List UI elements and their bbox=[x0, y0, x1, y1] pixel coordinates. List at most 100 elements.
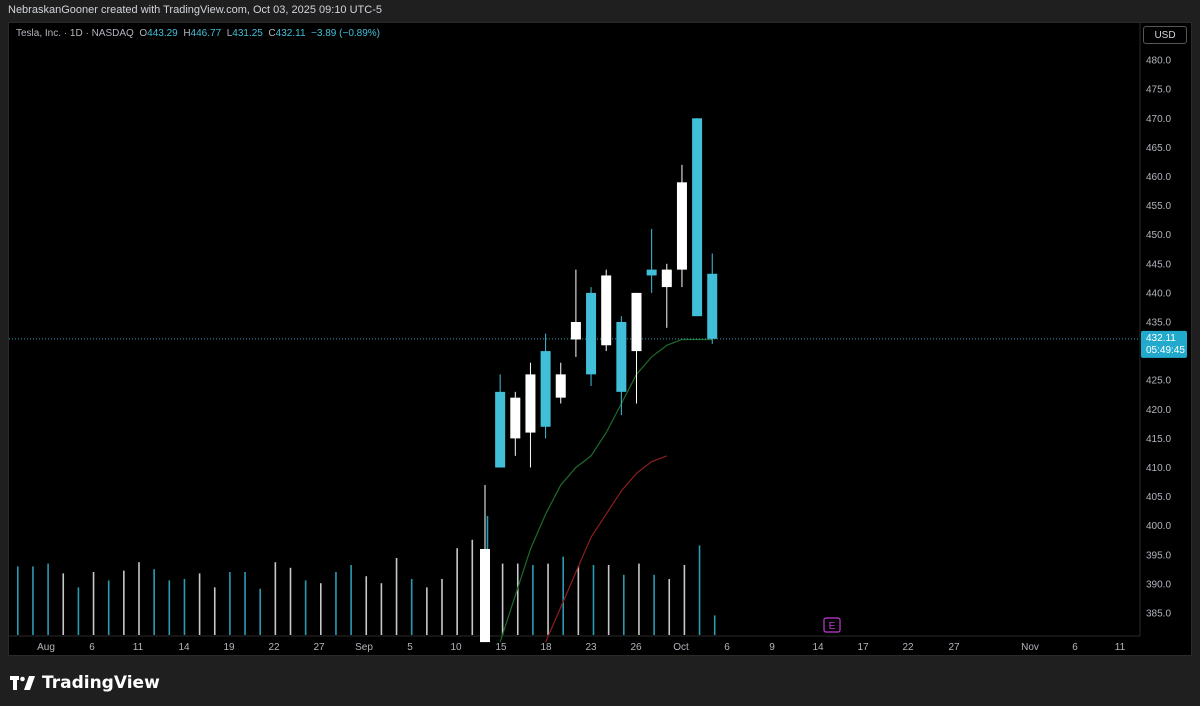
x-tick-label: 6 bbox=[1072, 642, 1078, 653]
footer-brand: TradingView bbox=[10, 672, 160, 694]
candle-body bbox=[631, 292, 642, 352]
volume-bar bbox=[198, 573, 201, 635]
y-tick-label: 480.0 bbox=[1146, 56, 1171, 67]
volume-bar bbox=[516, 563, 519, 635]
candle-body bbox=[510, 397, 521, 439]
y-tick-label: 465.0 bbox=[1146, 143, 1171, 154]
candle-body bbox=[570, 322, 581, 340]
x-tick-label: 22 bbox=[902, 642, 914, 653]
change-value: −3.89 (−0.89%) bbox=[311, 28, 380, 39]
x-tick-label: 27 bbox=[948, 642, 960, 653]
volume-bar bbox=[123, 570, 125, 635]
candle-body bbox=[586, 292, 597, 375]
x-tick-label: 15 bbox=[495, 642, 507, 653]
candle-body bbox=[555, 374, 566, 398]
earnings-marker-label: E bbox=[829, 621, 836, 632]
symbol-name: Tesla, Inc. · 1D · NASDAQ bbox=[16, 28, 134, 39]
volume-bar bbox=[623, 574, 625, 635]
volume-bar bbox=[501, 563, 504, 635]
volume-bar bbox=[532, 565, 534, 635]
ma-fast-line bbox=[499, 338, 713, 643]
candle-body bbox=[525, 374, 536, 433]
x-tick-label: 11 bbox=[1115, 642, 1126, 653]
y-tick-label: 475.0 bbox=[1146, 85, 1171, 96]
candle-body bbox=[646, 269, 657, 276]
x-tick-label: 27 bbox=[313, 642, 325, 653]
volume-bar bbox=[92, 572, 95, 635]
x-tick-label: 23 bbox=[585, 642, 597, 653]
candle-body bbox=[692, 118, 703, 317]
x-tick-label: 14 bbox=[812, 642, 824, 653]
volume-bar bbox=[456, 548, 458, 635]
high-label: H bbox=[183, 28, 191, 39]
y-tick-label: 440.0 bbox=[1146, 288, 1171, 299]
x-tick-label: Oct bbox=[673, 642, 689, 653]
volume-bar bbox=[244, 572, 246, 635]
close-value: 432.11 bbox=[275, 28, 306, 39]
y-tick-label: 450.0 bbox=[1146, 230, 1171, 241]
last-price-badge bbox=[1141, 330, 1187, 358]
earnings-marker bbox=[823, 617, 841, 633]
volume-bar bbox=[77, 587, 80, 635]
countdown-label: 05:49:45 bbox=[1146, 345, 1185, 356]
volume-bar bbox=[607, 565, 610, 635]
y-tick-label: 410.0 bbox=[1146, 463, 1171, 474]
x-tick-label: 22 bbox=[268, 642, 280, 653]
volume-bar bbox=[183, 579, 186, 635]
tradingview-logo-icon bbox=[10, 676, 35, 690]
volume-bar bbox=[138, 562, 140, 635]
candle-body bbox=[601, 275, 612, 346]
candle-body bbox=[676, 182, 687, 270]
last-price-label: 432.11 bbox=[1146, 333, 1176, 344]
x-tick-label: Aug bbox=[37, 642, 55, 653]
volume-bar bbox=[410, 579, 413, 635]
x-tick-label: 18 bbox=[540, 642, 552, 653]
y-tick-label: 405.0 bbox=[1146, 492, 1171, 503]
chart-caption: NebraskanGooner created with TradingView… bbox=[8, 4, 382, 16]
candle-body bbox=[616, 322, 627, 392]
x-tick-label: 17 bbox=[857, 642, 869, 653]
volume-bar bbox=[547, 563, 549, 635]
volume-bar bbox=[350, 565, 352, 635]
high-value: 446.77 bbox=[190, 28, 222, 39]
volume-bar bbox=[32, 566, 34, 635]
volume-bar bbox=[335, 572, 337, 635]
volume-bar bbox=[698, 545, 701, 635]
volume-bar bbox=[320, 583, 322, 635]
x-tick-label: 6 bbox=[89, 642, 95, 653]
currency-button[interactable]: USD bbox=[1143, 26, 1187, 44]
volume-bar bbox=[562, 556, 564, 635]
volume-bar bbox=[304, 580, 307, 635]
x-tick-label: 6 bbox=[724, 642, 730, 653]
volume-bar bbox=[592, 565, 595, 635]
y-tick-label: 385.0 bbox=[1146, 609, 1171, 620]
volume-bar bbox=[638, 563, 640, 635]
volume-bar bbox=[653, 574, 655, 635]
volume-bar bbox=[441, 579, 443, 635]
candle-body bbox=[495, 391, 506, 468]
y-tick-label: 415.0 bbox=[1146, 434, 1171, 445]
symbol-legend[interactable]: Tesla, Inc. · 1D · NASDAQ O443.29 H446.7… bbox=[16, 28, 380, 39]
y-tick-label: 445.0 bbox=[1146, 259, 1171, 270]
candle-body bbox=[661, 269, 672, 288]
volume-bar bbox=[668, 579, 671, 635]
volume-bar bbox=[213, 587, 216, 635]
x-tick-label: 26 bbox=[630, 642, 642, 653]
volume-bar bbox=[365, 576, 368, 635]
x-tick-label: 11 bbox=[133, 642, 144, 653]
volume-bar bbox=[289, 567, 292, 635]
y-tick-label: 425.0 bbox=[1146, 376, 1171, 387]
x-tick-label: 5 bbox=[407, 642, 413, 653]
x-tick-label: 14 bbox=[178, 642, 190, 653]
volume-bar bbox=[713, 615, 716, 635]
volume-bar bbox=[17, 566, 19, 635]
low-label: L bbox=[226, 28, 233, 39]
y-tick-label: 400.0 bbox=[1146, 521, 1171, 532]
candle-body bbox=[480, 548, 490, 643]
y-tick-label: 470.0 bbox=[1146, 114, 1171, 125]
volume-bar bbox=[471, 539, 474, 635]
x-tick-label: 19 bbox=[223, 642, 235, 653]
volume-bar bbox=[153, 569, 155, 635]
y-tick-label: 460.0 bbox=[1146, 172, 1171, 183]
